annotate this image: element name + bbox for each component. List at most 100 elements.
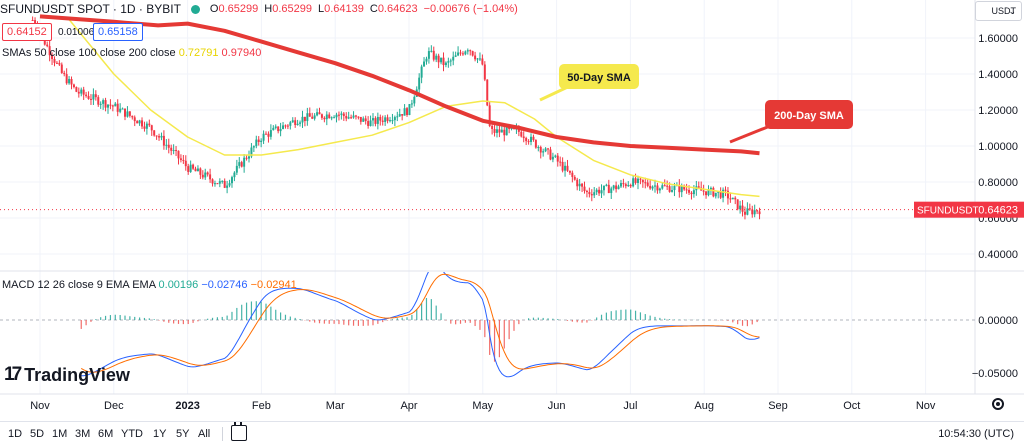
candle-body xyxy=(141,120,144,127)
candle-body xyxy=(641,179,644,183)
candle-body xyxy=(578,183,581,187)
candle-body xyxy=(709,187,712,190)
candle-body xyxy=(211,179,214,184)
candle-body xyxy=(483,64,486,80)
candle-body xyxy=(756,210,759,212)
candle-body xyxy=(226,185,229,188)
timeframe-1m[interactable]: 1M xyxy=(52,428,68,440)
candle-body xyxy=(544,148,547,152)
candle-body xyxy=(252,146,255,148)
candle-body xyxy=(520,131,523,137)
calendar-icon[interactable] xyxy=(231,422,247,441)
timeframe-1d[interactable]: 1D xyxy=(8,428,23,440)
time-tick-label: Oct xyxy=(843,400,860,412)
buy-price-button[interactable]: 0.65158 xyxy=(93,23,143,41)
tradingview-logo[interactable]: 17 TradingView xyxy=(4,364,130,385)
candle-body xyxy=(228,183,231,186)
candle-body xyxy=(352,115,355,118)
candle-body xyxy=(556,155,559,162)
candle-body xyxy=(75,87,78,92)
timeframe-1y[interactable]: 1Y xyxy=(153,428,167,440)
candle-body xyxy=(634,178,637,183)
candle-body xyxy=(277,126,280,132)
candle-body xyxy=(187,166,190,172)
timeframe-5d[interactable]: 5D xyxy=(30,428,45,440)
settings-gear-icon[interactable] xyxy=(992,398,1004,410)
candle-body xyxy=(743,211,746,215)
time-tick-label: May xyxy=(472,400,493,412)
candle-body xyxy=(427,51,430,59)
clock[interactable]: 10:54:30 (UTC) xyxy=(938,428,1014,440)
price-chart[interactable]: 1.600001.400001.200001.000000.800000.600… xyxy=(0,0,1024,421)
sell-price-button[interactable]: 0.64152 xyxy=(2,23,52,41)
timeframe-6m[interactable]: 6M xyxy=(98,428,114,440)
candle-body xyxy=(537,147,540,149)
candle-body xyxy=(92,94,95,100)
candle-body xyxy=(192,164,195,169)
candle-body xyxy=(265,133,268,135)
candle-body xyxy=(481,58,484,65)
grid xyxy=(0,0,1024,395)
candle-body xyxy=(671,190,674,192)
candle-body xyxy=(393,117,396,121)
candle-body xyxy=(593,192,596,196)
candle-body xyxy=(705,191,708,196)
candle-body xyxy=(303,116,306,122)
candle-body xyxy=(661,185,664,189)
candle-body xyxy=(82,89,85,95)
candle-body xyxy=(58,62,61,65)
candle-body xyxy=(420,66,423,78)
candle-body xyxy=(235,165,238,173)
candle-body xyxy=(106,104,109,108)
timeframe-5y[interactable]: 5Y xyxy=(176,428,190,440)
candle-body xyxy=(435,55,438,60)
candle-body xyxy=(357,116,360,118)
candle-body xyxy=(617,186,620,190)
candle-body xyxy=(683,185,686,190)
candle-body xyxy=(369,120,372,126)
time-tick-label: Feb xyxy=(252,400,271,412)
bottom-toolbar: 1D 5D 1M 3M 6M YTD 1Y 5Y All 10:54:30 (U… xyxy=(0,421,1024,448)
candle-body xyxy=(551,156,554,160)
candle-body xyxy=(325,114,328,120)
candle-body xyxy=(250,147,253,157)
price-tick-label: 1.00000 xyxy=(978,141,1018,153)
candle-body xyxy=(274,126,277,128)
macd-line-value: −0.02746 xyxy=(201,279,248,291)
candle-body xyxy=(294,120,297,126)
sma200-callout-box xyxy=(765,100,853,129)
candle-body xyxy=(143,126,146,129)
time-tick-label: Apr xyxy=(400,400,417,412)
candle-body xyxy=(94,94,97,98)
candle-body xyxy=(534,139,537,148)
candle-body xyxy=(335,114,338,118)
open-value: 0.65299 xyxy=(218,3,259,15)
timeframe-3m[interactable]: 3M xyxy=(75,428,91,440)
candle-body xyxy=(172,150,175,152)
candle-body xyxy=(379,116,382,121)
candle-body xyxy=(80,89,83,94)
candle-body xyxy=(311,116,314,119)
candle-body xyxy=(605,184,608,186)
candle-body xyxy=(576,179,579,187)
candle-body xyxy=(102,100,105,104)
candle-body xyxy=(680,185,683,193)
candle-body xyxy=(362,118,365,122)
candle-body xyxy=(128,111,131,116)
candle-body xyxy=(522,136,525,139)
candle-body xyxy=(719,191,722,198)
candle-body xyxy=(590,194,593,196)
timeframe-ytd[interactable]: YTD xyxy=(121,428,143,440)
symbol-title[interactable]: SFUNDUSDT SPOT · 1D · BYBIT xyxy=(0,2,181,16)
candle-body xyxy=(498,129,501,133)
currency-select[interactable]: USDT ⌄ xyxy=(975,1,1022,21)
candle-body xyxy=(722,189,725,198)
candle-body xyxy=(150,125,153,131)
candle-body xyxy=(478,58,481,60)
sma-legend[interactable]: SMAs 50 close 100 close 200 close 0.7279… xyxy=(2,47,262,59)
timeframe-all[interactable]: All xyxy=(198,428,211,440)
candle-body xyxy=(583,186,586,191)
candle-body xyxy=(690,192,693,195)
candle-body xyxy=(746,208,749,215)
macd-legend[interactable]: MACD 12 26 close 9 EMA EMA 0.00196 −0.02… xyxy=(2,279,297,291)
